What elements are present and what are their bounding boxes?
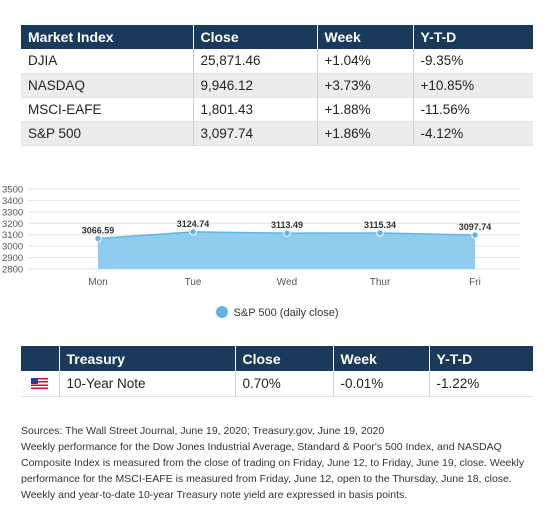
header-ytd: Y-T-D <box>413 25 533 49</box>
sources-note: Sources: The Wall Street Journal, June 1… <box>21 425 385 437</box>
legend-marker <box>215 306 228 318</box>
index-week: +1.04% <box>317 49 414 73</box>
y-tick-label: 3100 <box>2 230 23 241</box>
index-name: NASDAQ <box>21 73 194 97</box>
table-row: DJIA 25,871.46 +1.04% -9.35% <box>21 49 533 73</box>
index-name: S&P 500 <box>21 121 194 145</box>
area-fill <box>98 231 475 269</box>
data-label: 3097.74 <box>459 222 492 232</box>
x-tick-label: Fri <box>469 277 481 288</box>
header-week: Week <box>317 25 414 49</box>
table-row: MSCI-EAFE 1,801.43 +1.88% -11.56% <box>21 97 533 121</box>
flag-cell <box>21 371 60 396</box>
x-axis-ticks: Mon Tue Wed Thur Fri <box>88 277 481 288</box>
treasury-table-header-row: Treasury Close Week Y-T-D <box>21 346 533 371</box>
index-name: DJIA <box>21 49 194 73</box>
table-row: NASDAQ 9,946.12 +3.73% +10.85% <box>21 73 533 97</box>
x-tick-label: Wed <box>277 277 297 288</box>
treasury-ytd: -1.22% <box>436 375 480 391</box>
methodology-note: Weekly performance for the Dow Jones Ind… <box>21 441 525 501</box>
index-ytd: -4.12% <box>413 121 533 145</box>
chart-area-series <box>97 231 476 269</box>
y-tick-label: 3200 <box>2 219 23 230</box>
chart-data-labels: 3066.59 3124.74 3113.49 3115.34 3097.74 <box>82 219 492 236</box>
y-tick-label: 3400 <box>2 196 23 207</box>
y-tick-label: 2900 <box>2 253 23 264</box>
index-close: 25,871.46 <box>193 49 318 73</box>
table-row: 10-Year Note 0.70% -0.01% -1.22% <box>21 371 533 396</box>
index-ytd: -9.35% <box>413 49 533 73</box>
header-flag <box>21 346 60 371</box>
table-row: S&P 500 3,097.74 +1.86% -4.12% <box>21 121 533 145</box>
market-index-table: Market Index Close Week Y-T-D DJIA 25,87… <box>21 25 533 146</box>
header-market-index: Market Index <box>21 25 194 49</box>
data-point <box>189 228 197 236</box>
y-tick-label: 2800 <box>2 265 23 276</box>
header-treasury: Treasury <box>59 346 236 371</box>
chart-legend: S&P 500 (daily close) <box>0 306 554 319</box>
data-label: 3066.59 <box>82 226 115 236</box>
y-tick-label: 3000 <box>2 242 23 253</box>
treasury-table: Treasury Close Week Y-T-D 10-Year Note 0… <box>21 346 533 397</box>
index-ytd: -11.56% <box>413 97 533 121</box>
treasury-close: 0.70% <box>235 371 334 396</box>
chart-markers <box>94 228 479 243</box>
data-point <box>94 234 102 243</box>
us-flag-icon <box>31 377 49 389</box>
market-table-header-row: Market Index Close Week Y-T-D <box>21 25 533 49</box>
y-tick-label: 3500 <box>2 185 23 196</box>
header-week: Week <box>333 346 430 371</box>
header-close: Close <box>235 346 334 371</box>
footnotes: Sources: The Wall Street Journal, June 1… <box>21 423 536 503</box>
x-tick-label: Thur <box>370 277 391 288</box>
treasury-name: 10-Year Note <box>59 371 236 396</box>
index-ytd: +10.85% <box>413 73 533 97</box>
data-point <box>283 229 291 237</box>
data-label: 3115.34 <box>364 220 396 230</box>
index-week: +1.86% <box>317 121 414 145</box>
index-close: 1,801.43 <box>193 97 318 121</box>
y-tick-label: 3300 <box>2 207 23 218</box>
data-label: 3113.49 <box>271 220 303 230</box>
header-ytd: Y-T-D <box>429 346 533 371</box>
x-tick-label: Mon <box>88 277 107 288</box>
header-close: Close <box>193 25 318 49</box>
legend-label: S&P 500 (daily close) <box>233 307 339 319</box>
index-name: MSCI-EAFE <box>21 97 194 121</box>
data-point <box>376 229 384 237</box>
index-week: +3.73% <box>317 73 414 97</box>
x-tick-label: Tue <box>185 277 202 288</box>
index-close: 3,097.74 <box>193 121 318 145</box>
data-point <box>471 231 479 239</box>
index-close: 9,946.12 <box>193 73 318 97</box>
data-label: 3124.74 <box>177 219 210 229</box>
index-week: +1.88% <box>317 97 414 121</box>
treasury-week: -0.01% <box>333 371 430 396</box>
